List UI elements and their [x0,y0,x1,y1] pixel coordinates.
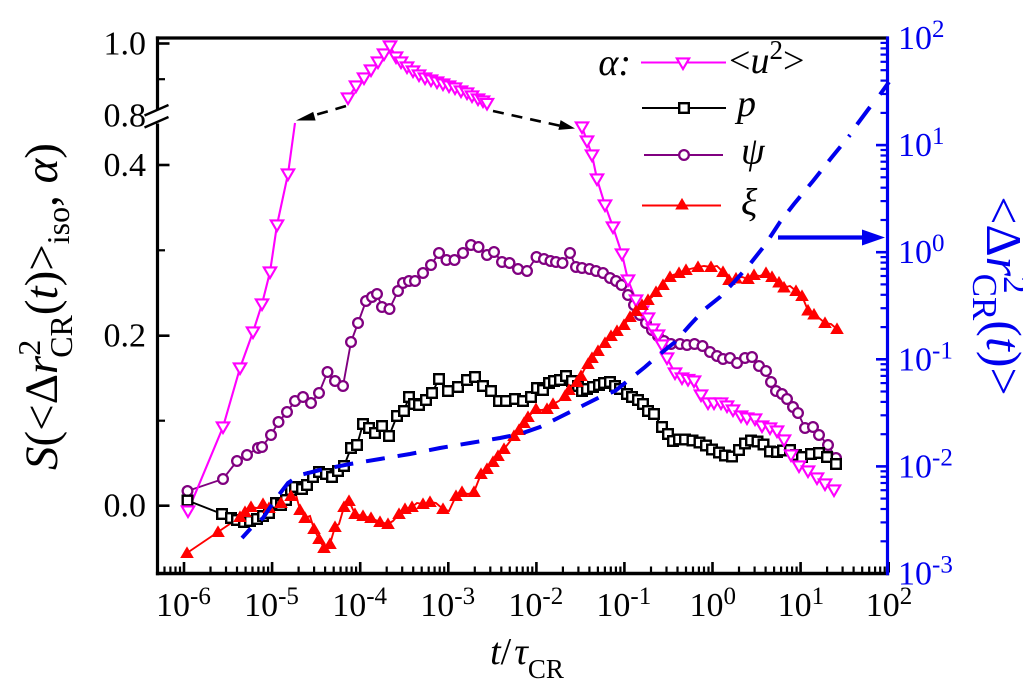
svg-text:α:: α: [598,42,631,84]
svg-text:0.0: 0.0 [104,488,147,525]
svg-text:1.0: 1.0 [104,26,147,63]
svg-text:ψ: ψ [741,131,766,173]
svg-text:<u2>: <u2> [729,35,804,82]
svg-text:0.8: 0.8 [104,98,147,135]
svg-text:p: p [734,83,756,125]
svg-text:0.2: 0.2 [104,318,147,355]
svg-text:ξ: ξ [741,182,758,224]
svg-text:S(<Δr2CR(t)>iso, α): S(<Δr2CR(t)>iso, α) [11,143,79,470]
svg-text:0.4: 0.4 [104,147,147,184]
